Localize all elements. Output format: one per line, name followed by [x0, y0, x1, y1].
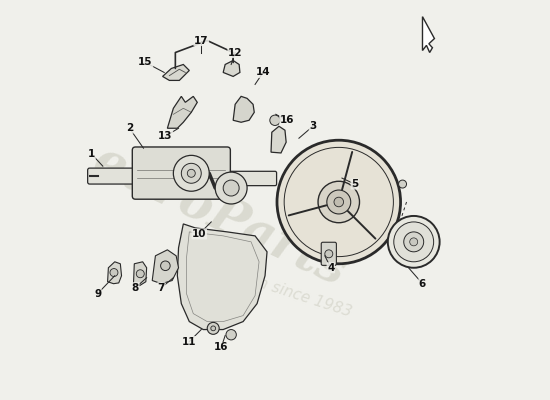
- Circle shape: [334, 197, 344, 207]
- Text: 12: 12: [228, 48, 243, 58]
- Text: 14: 14: [256, 68, 271, 78]
- Text: 7: 7: [158, 283, 165, 293]
- Text: 2: 2: [126, 123, 133, 133]
- Polygon shape: [223, 60, 240, 76]
- Text: euroParts: euroParts: [85, 136, 354, 296]
- Circle shape: [173, 155, 209, 191]
- Circle shape: [136, 270, 144, 278]
- Circle shape: [277, 140, 400, 264]
- Circle shape: [270, 115, 280, 126]
- Polygon shape: [422, 17, 435, 52]
- Circle shape: [110, 268, 118, 276]
- Circle shape: [211, 326, 216, 331]
- Circle shape: [215, 172, 247, 204]
- FancyBboxPatch shape: [133, 147, 230, 199]
- Circle shape: [284, 147, 393, 257]
- Circle shape: [325, 250, 333, 258]
- Text: 13: 13: [158, 131, 173, 141]
- Text: 3: 3: [309, 121, 316, 131]
- Circle shape: [182, 163, 201, 183]
- Polygon shape: [134, 262, 147, 286]
- Circle shape: [161, 261, 170, 270]
- FancyBboxPatch shape: [229, 171, 277, 186]
- Circle shape: [394, 222, 433, 262]
- Circle shape: [399, 180, 406, 188]
- FancyBboxPatch shape: [87, 168, 138, 184]
- Text: 8: 8: [132, 283, 139, 293]
- Text: 6: 6: [419, 279, 426, 289]
- Text: 16: 16: [214, 342, 228, 352]
- Text: 17: 17: [194, 36, 208, 46]
- Circle shape: [327, 190, 351, 214]
- Text: 5: 5: [351, 179, 359, 189]
- Polygon shape: [177, 224, 267, 330]
- Polygon shape: [233, 96, 254, 122]
- Text: 16: 16: [280, 115, 294, 125]
- Text: 10: 10: [192, 229, 206, 239]
- Circle shape: [404, 232, 424, 252]
- Circle shape: [188, 169, 195, 177]
- Circle shape: [207, 322, 219, 334]
- Polygon shape: [108, 262, 122, 284]
- Text: 4: 4: [327, 263, 334, 273]
- Polygon shape: [163, 64, 189, 80]
- Polygon shape: [152, 250, 179, 284]
- Circle shape: [318, 181, 360, 223]
- Circle shape: [388, 216, 439, 268]
- Circle shape: [223, 180, 239, 196]
- Circle shape: [410, 238, 417, 246]
- Text: a passion since 1983: a passion since 1983: [196, 256, 354, 320]
- Text: 15: 15: [138, 58, 153, 68]
- Polygon shape: [271, 126, 286, 153]
- Text: 1: 1: [88, 149, 95, 159]
- FancyBboxPatch shape: [321, 242, 337, 265]
- Text: 11: 11: [182, 336, 196, 346]
- Polygon shape: [167, 96, 197, 128]
- Text: 9: 9: [94, 289, 101, 299]
- Circle shape: [226, 330, 236, 340]
